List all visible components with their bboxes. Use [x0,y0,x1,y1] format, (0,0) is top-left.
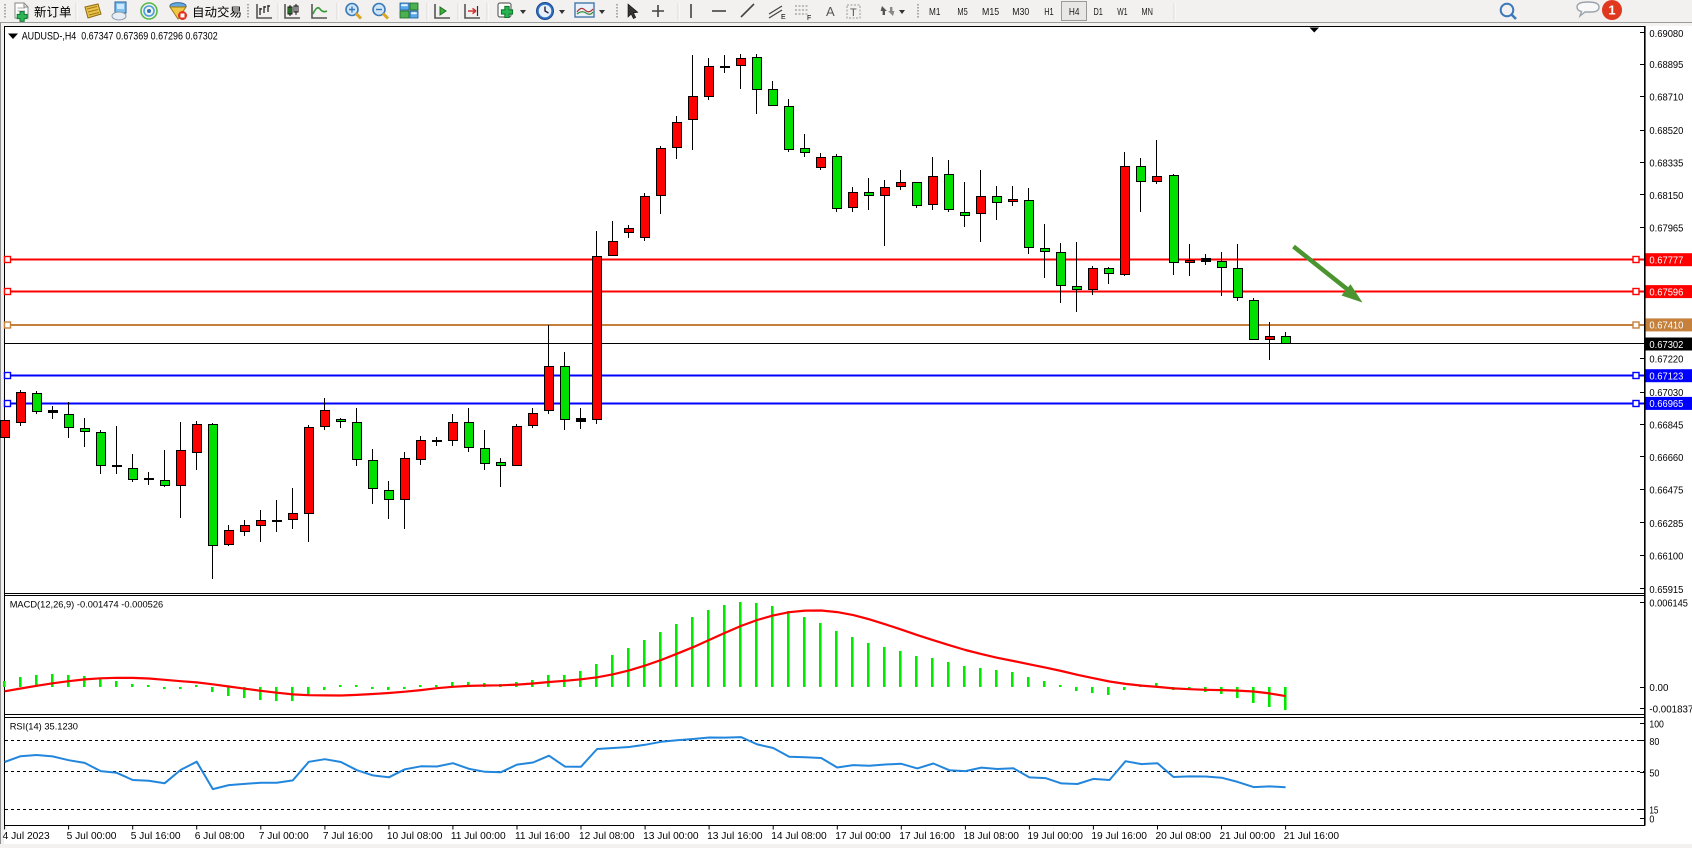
svg-text:-0.001837: -0.001837 [1649,703,1692,715]
svg-text:MACD(12,26,9) -0.001474 -0.000: MACD(12,26,9) -0.001474 -0.000526 [10,599,164,610]
svg-text:0.00: 0.00 [1649,682,1668,694]
svg-text:5 Jul 00:00: 5 Jul 00:00 [67,831,117,842]
svg-text:18 Jul 08:00: 18 Jul 08:00 [963,831,1019,842]
svg-text:AUDUSD-,H4 0.67347 0.67369 0.: AUDUSD-,H4 0.67347 0.67369 0.67296 0.673… [22,31,218,43]
svg-text:21 Jul 16:00: 21 Jul 16:00 [1284,831,1340,842]
svg-text:17 Jul 16:00: 17 Jul 16:00 [899,831,955,842]
svg-text:80: 80 [1649,736,1659,748]
svg-text:1: 1 [1608,3,1615,18]
svg-text:10 Jul 08:00: 10 Jul 08:00 [387,831,443,842]
svg-text:19 Jul 16:00: 19 Jul 16:00 [1091,831,1147,842]
svg-text:A: A [826,4,835,19]
svg-text:M1: M1 [929,6,941,18]
svg-text:13 Jul 16:00: 13 Jul 16:00 [707,831,763,842]
svg-text:0.68335: 0.68335 [1649,157,1683,169]
svg-text:13 Jul 00:00: 13 Jul 00:00 [643,831,699,842]
svg-text:0.68520: 0.68520 [1649,125,1683,137]
svg-text:0.66285: 0.66285 [1649,518,1683,530]
svg-text:21 Jul 00:00: 21 Jul 00:00 [1220,831,1276,842]
svg-text:100: 100 [1649,718,1664,730]
svg-text:0.66660: 0.66660 [1649,452,1683,464]
svg-text:D1: D1 [1094,6,1104,18]
svg-text:E: E [781,14,786,21]
svg-text:RSI(14) 35.1230: RSI(14) 35.1230 [10,722,78,733]
svg-text:0.67302: 0.67302 [1649,339,1683,351]
svg-text:M15: M15 [982,6,999,18]
svg-text:0.67965: 0.67965 [1649,222,1683,234]
svg-text:0.68710: 0.68710 [1649,91,1683,103]
svg-text:0.68150: 0.68150 [1649,190,1683,202]
svg-text:0.67777: 0.67777 [1649,255,1683,267]
svg-text:0.66100: 0.66100 [1649,550,1683,562]
svg-text:7 Jul 00:00: 7 Jul 00:00 [259,831,309,842]
svg-text:H4: H4 [1069,6,1080,18]
svg-text:20 Jul 08:00: 20 Jul 08:00 [1156,831,1212,842]
svg-text:19 Jul 00:00: 19 Jul 00:00 [1027,831,1083,842]
svg-text:11 Jul 00:00: 11 Jul 00:00 [451,831,506,842]
svg-text:0.65915: 0.65915 [1649,584,1683,596]
svg-text:0.006145: 0.006145 [1649,597,1688,609]
svg-text:0.66845: 0.66845 [1649,419,1683,431]
svg-text:M30: M30 [1012,6,1029,18]
svg-text:5 Jul 16:00: 5 Jul 16:00 [131,831,181,842]
svg-text:H1: H1 [1044,6,1054,18]
svg-text:0.66965: 0.66965 [1649,398,1683,410]
svg-text:7 Jul 16:00: 7 Jul 16:00 [323,831,373,842]
svg-text:0.69080: 0.69080 [1649,28,1683,40]
svg-text:17 Jul 00:00: 17 Jul 00:00 [835,831,891,842]
svg-text:50: 50 [1649,767,1659,779]
svg-text:F: F [807,15,811,22]
svg-text:14 Jul 08:00: 14 Jul 08:00 [771,831,827,842]
svg-text:0.67220: 0.67220 [1649,353,1683,365]
svg-text:0: 0 [1649,813,1654,825]
svg-text:MN: MN [1142,6,1153,18]
svg-text:0.67123: 0.67123 [1649,371,1683,383]
svg-text:T: T [850,7,857,19]
svg-text:11 Jul 16:00: 11 Jul 16:00 [515,831,570,842]
svg-text:W1: W1 [1117,6,1127,18]
svg-text:0.66475: 0.66475 [1649,484,1683,496]
svg-text:6 Jul 08:00: 6 Jul 08:00 [195,831,245,842]
svg-text:0.68895: 0.68895 [1649,59,1683,71]
svg-text:4 Jul 2023: 4 Jul 2023 [3,831,50,842]
svg-text:0.67596: 0.67596 [1649,286,1683,298]
svg-text:M5: M5 [957,6,967,18]
svg-text:0.67410: 0.67410 [1649,320,1683,332]
svg-text:12 Jul 08:00: 12 Jul 08:00 [579,831,635,842]
